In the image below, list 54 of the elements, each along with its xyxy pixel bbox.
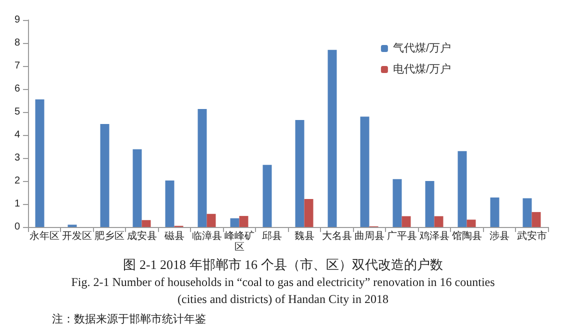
bar [360, 116, 370, 227]
legend-label: 气代煤/万户 [392, 42, 452, 54]
bar [532, 212, 541, 227]
bar [239, 216, 248, 227]
bar [392, 179, 402, 227]
text: Fig. 2-1 Number of households in “coal to gas and electricity” renovation in 16 counties (cities and districts) of Handan City in 2018 [71, 275, 496, 306]
x-tick-label: 开发区 [62, 231, 92, 242]
x-tick-label: 肥乡区 [94, 230, 124, 242]
bar [35, 99, 44, 227]
y-tick-label: 5 [14, 106, 20, 118]
y-tick-label: 6 [14, 84, 20, 94]
y-tick-label: 4 [14, 130, 20, 140]
x-tick-label: 峰峰矿区 [224, 230, 254, 253]
y-tick-label: 2 [14, 176, 20, 186]
y-tick-label: 8 [14, 38, 20, 48]
bar [402, 216, 411, 227]
x-tick-label: 馆陶县 [450, 230, 482, 242]
x-tick-label: 永年区 [29, 230, 60, 242]
bar [304, 198, 314, 227]
x-tick-label: 涉县 [489, 230, 510, 242]
bar [295, 120, 304, 227]
bar [262, 164, 272, 227]
bar [490, 198, 500, 227]
y-tick-label: 9 [14, 14, 20, 26]
bar [165, 180, 174, 227]
x-tick-label: 鸡泽县 [418, 230, 450, 242]
bar [100, 124, 110, 227]
x-tick-label: 广平县 [386, 230, 417, 242]
x-tick-label: 磁县 [163, 230, 184, 242]
bar [142, 220, 151, 227]
legend-label: 电代煤/万户 [392, 62, 452, 76]
text: 图 2-1 2018 年邯郸市 16 个县（市、区）双代改造的户数 [123, 257, 443, 272]
bar [522, 198, 532, 227]
bar [425, 181, 434, 227]
bar [132, 149, 142, 227]
bar [434, 216, 444, 227]
x-tick-label: 成安县 [126, 230, 157, 242]
y-tick-label: 1 [14, 198, 20, 210]
y-tick-label: 3 [14, 152, 20, 164]
y-tick-label: 0 [14, 222, 20, 232]
x-tick-label: 武安市 [516, 230, 547, 242]
x-tick-label: 魏县 [294, 230, 314, 242]
x-tick-label: 临漳县 [192, 230, 222, 242]
bar [230, 218, 240, 227]
bar [198, 109, 207, 227]
bar [458, 151, 467, 227]
y-tick-label: 7 [14, 60, 20, 72]
text: 注：数据来源于邯郸市统计年鉴 [52, 312, 206, 326]
x-tick-label: 曲周县 [354, 230, 384, 242]
bar [466, 220, 476, 227]
bar [328, 50, 337, 227]
x-tick-label: 大名县 [322, 230, 352, 242]
bar [206, 214, 216, 227]
x-tick-label: 邱县 [262, 230, 282, 242]
